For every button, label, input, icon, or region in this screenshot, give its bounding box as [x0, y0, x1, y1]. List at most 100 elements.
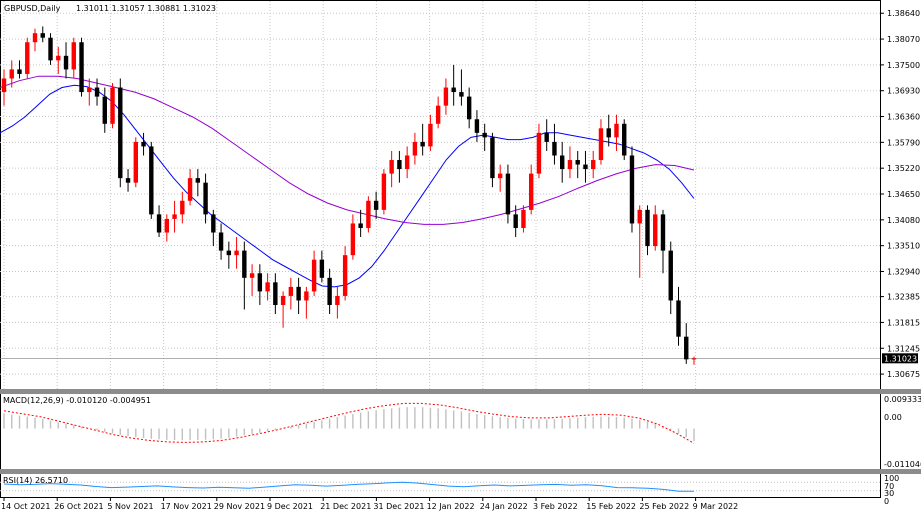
candle-body [156, 214, 162, 233]
candle-body [141, 141, 146, 147]
candle [335, 286, 340, 319]
candle-body [350, 223, 356, 256]
candle [366, 196, 371, 233]
rsi-indicator [0, 481, 880, 492]
price-tick-label: 1.33510 [887, 242, 920, 251]
candle-body [645, 209, 650, 247]
candle-body [94, 87, 100, 97]
candle-body [412, 141, 418, 156]
candle [389, 150, 394, 188]
candle-body [25, 42, 30, 74]
candle-body [280, 295, 286, 305]
candle [404, 146, 410, 179]
candle-body [622, 123, 627, 156]
rsi-tick: 100 [884, 474, 899, 483]
candle-body [125, 178, 131, 183]
rsi-tick: 0 [884, 497, 889, 506]
candle-body [521, 209, 526, 228]
candle-body [466, 96, 472, 120]
price-tick-label: 1.35220 [887, 164, 920, 173]
price-tick-label: 1.31815 [887, 318, 920, 327]
candle [560, 141, 565, 183]
candle [598, 119, 604, 165]
candle-body [102, 96, 107, 124]
date-tick-label: 14 Oct 2021 [1, 502, 50, 511]
candle [203, 173, 208, 224]
candle-body [358, 223, 363, 228]
price-tick-label: 1.30675 [887, 370, 920, 379]
candle-body [164, 218, 170, 233]
candle-body [567, 160, 573, 170]
candle-body [87, 87, 92, 93]
candle [327, 268, 332, 315]
candle-body [327, 277, 332, 305]
candle [311, 250, 317, 296]
candle-body [560, 155, 565, 170]
candle [195, 169, 201, 197]
candle [397, 150, 402, 183]
candle-body [203, 182, 208, 215]
candle [552, 123, 557, 165]
current-price-badge [882, 353, 918, 364]
candle-body [32, 33, 38, 43]
candle-body [389, 160, 394, 174]
candle-body [342, 255, 348, 296]
macd-label: MACD(12,26,9) -0.010120 -0.004951 [3, 396, 151, 405]
price-tick-label: 1.38640 [887, 9, 920, 18]
candle [288, 277, 294, 310]
price-tick-label: 1.32940 [887, 267, 920, 276]
candle-body [265, 282, 270, 292]
candle [87, 78, 92, 106]
candle [591, 150, 596, 179]
date-tick-label: 9 Mar 2022 [693, 502, 739, 511]
candle-body [211, 214, 216, 233]
candle [536, 123, 542, 179]
candle [218, 223, 224, 260]
date-tick-label: 26 Oct 2021 [54, 502, 103, 511]
pane-separator[interactable] [0, 389, 921, 394]
candle-body [474, 119, 480, 133]
candle [25, 37, 30, 79]
candle-body [629, 155, 635, 224]
candle-body [56, 55, 61, 61]
grid [0, 1, 880, 389]
candle [211, 209, 216, 247]
candle [17, 60, 22, 79]
candle-body [311, 259, 317, 292]
candle-body [1, 78, 7, 93]
date-tick-label: 3 Feb 2022 [533, 502, 578, 511]
candle-body [482, 132, 487, 138]
price-tick-label: 1.36930 [887, 87, 920, 96]
price-tick-label: 1.31245 [887, 344, 920, 353]
candle-body [536, 132, 542, 174]
candle-body [528, 173, 534, 210]
price-tick-label: 1.36360 [887, 113, 920, 122]
candle-body [17, 69, 22, 74]
candle [451, 64, 456, 106]
candle-body [505, 173, 511, 215]
candle-body [234, 250, 239, 256]
candle-body [381, 173, 387, 210]
candle-body [79, 42, 84, 93]
candle-body [443, 87, 449, 106]
candle [435, 96, 441, 129]
candle [420, 123, 425, 156]
candle-body [637, 209, 642, 224]
candles [1, 26, 697, 365]
candle [125, 169, 131, 192]
candle [296, 277, 301, 315]
candle [428, 114, 433, 151]
candle [614, 114, 619, 151]
candle-body [133, 141, 138, 183]
candle-body [598, 128, 604, 161]
date-tick-label: 17 Nov 2021 [161, 502, 212, 511]
pane-separator[interactable] [0, 469, 921, 474]
date-tick-label: 25 Feb 2022 [639, 502, 689, 511]
candle [94, 78, 100, 106]
main-pane-frame [0, 0, 881, 390]
candle-body [187, 178, 193, 201]
candle [629, 146, 635, 233]
candle-body [404, 155, 410, 170]
